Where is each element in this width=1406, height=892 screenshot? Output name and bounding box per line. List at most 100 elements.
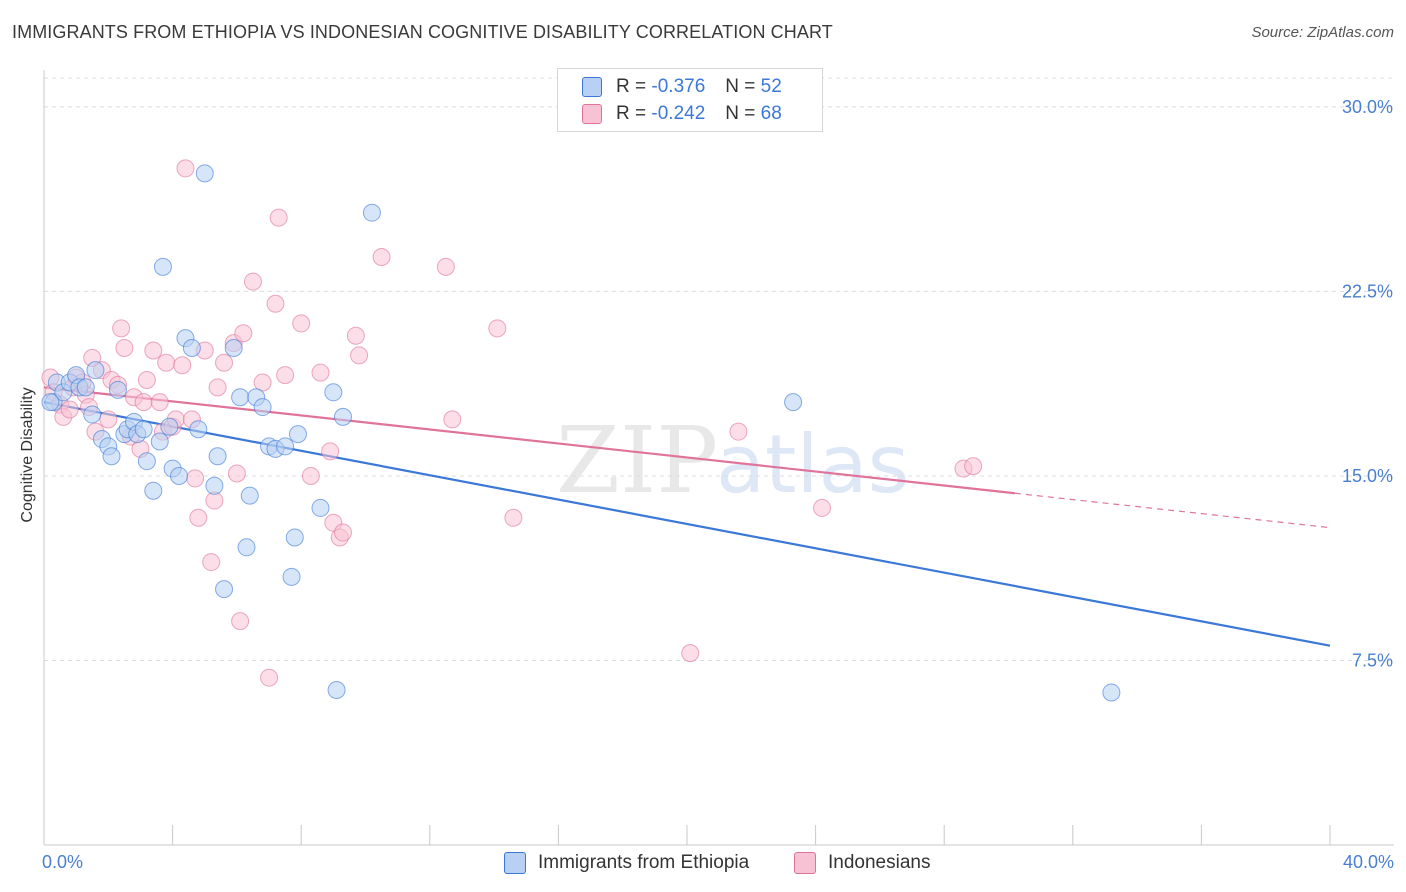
point-ethiopia [224, 339, 243, 358]
point-indonesians [150, 393, 169, 412]
point-ethiopia [282, 567, 301, 586]
point-indonesians [227, 464, 246, 483]
x-min-label: 0.0% [42, 852, 84, 872]
point-ethiopia [288, 425, 307, 444]
point-indonesians [321, 442, 340, 461]
point-ethiopia [108, 380, 127, 399]
bottom-legend-indonesians: Indonesians [794, 852, 930, 874]
y-tick-labels: 7.5% 15.0% 22.5% 30.0% [1342, 97, 1393, 671]
point-ethiopia [144, 481, 163, 500]
trend-lines [43, 386, 1331, 647]
point-ethiopia [285, 528, 304, 547]
point-indonesians [144, 341, 163, 360]
point-ethiopia [160, 417, 179, 436]
point-indonesians [208, 378, 227, 397]
y-axis-label: Cognitive Disability [19, 387, 36, 523]
point-ethiopia [253, 398, 272, 417]
bottom-legend-ethiopia: Immigrants from Ethiopia [504, 852, 749, 874]
point-ethiopia [205, 476, 224, 495]
point-ethiopia [153, 257, 172, 276]
point-ethiopia [784, 393, 803, 412]
n-label: N = [725, 103, 756, 124]
point-indonesians [186, 469, 205, 488]
n-label: N = [725, 76, 756, 97]
point-indonesians [243, 272, 262, 291]
y-tick-label: 7.5% [1352, 650, 1393, 670]
point-indonesians [436, 257, 455, 276]
bottom-swatch-pink [794, 852, 816, 874]
point-ethiopia [208, 447, 227, 466]
point-ethiopia [189, 420, 208, 439]
point-indonesians [112, 319, 131, 338]
point-ethiopia [134, 420, 153, 439]
watermark-zip: ZIP [556, 407, 718, 514]
chart-title: IMMIGRANTS FROM ETHIOPIA VS INDONESIAN C… [12, 22, 833, 42]
point-ethiopia [195, 164, 214, 183]
point-indonesians [292, 314, 311, 333]
point-ethiopia [150, 432, 169, 451]
gridlines [44, 77, 1394, 661]
y-tick-label: 30.0% [1342, 97, 1393, 117]
point-indonesians [350, 346, 369, 365]
trend-line [43, 401, 1331, 647]
point-ethiopia [362, 203, 381, 222]
data-points [41, 159, 1121, 702]
point-ethiopia [137, 452, 156, 471]
point-indonesians [134, 393, 153, 412]
legend-swatch-blue [582, 77, 602, 97]
point-indonesians [137, 371, 156, 389]
point-indonesians [231, 612, 250, 631]
point-indonesians [964, 457, 983, 476]
point-ethiopia [86, 361, 105, 380]
point-indonesians [372, 247, 391, 266]
point-ethiopia [215, 580, 234, 599]
point-ethiopia [237, 538, 256, 557]
point-indonesians [333, 523, 352, 542]
trend-line [43, 386, 1016, 495]
point-indonesians [189, 508, 208, 527]
point-indonesians [260, 668, 279, 687]
r-label: R = [616, 76, 647, 97]
bottom-legend-label: Immigrants from Ethiopia [538, 852, 750, 873]
point-indonesians [301, 466, 320, 485]
point-ethiopia [276, 437, 295, 456]
axes [43, 70, 1394, 846]
y-tick-label: 22.5% [1342, 281, 1393, 301]
point-indonesians [60, 400, 79, 419]
point-indonesians [346, 326, 365, 345]
point-indonesians [443, 410, 462, 429]
point-ethiopia [76, 378, 95, 397]
source-label: Source: ZipAtlas.com [1251, 24, 1394, 41]
point-indonesians [234, 324, 253, 343]
point-ethiopia [240, 486, 259, 505]
point-indonesians [202, 553, 221, 572]
point-ethiopia [327, 681, 346, 699]
point-ethiopia [102, 447, 121, 466]
x-max-label: 40.0% [1342, 852, 1394, 872]
point-indonesians [681, 644, 700, 663]
n-value: 68 [760, 103, 782, 124]
point-indonesians [115, 339, 134, 358]
stats-legend: R = -0.376 N = 52 R = -0.242 N = 68 [557, 68, 823, 132]
r-value: -0.242 [651, 103, 706, 124]
r-label: R = [616, 103, 647, 124]
point-indonesians [173, 356, 192, 375]
point-ethiopia [182, 339, 201, 358]
legend-row-ethiopia: R = -0.376 N = 52 [582, 75, 782, 99]
bottom-legend-label: Indonesians [828, 852, 931, 873]
point-indonesians [157, 353, 176, 372]
point-indonesians [269, 208, 288, 227]
point-ethiopia [170, 466, 189, 485]
bottom-swatch-blue [504, 852, 526, 874]
y-tick-label: 15.0% [1342, 466, 1393, 486]
point-indonesians [813, 498, 832, 517]
point-ethiopia [83, 405, 102, 424]
r-value: -0.376 [651, 76, 706, 97]
point-ethiopia [311, 498, 330, 517]
point-indonesians [488, 319, 507, 338]
point-ethiopia [324, 383, 343, 402]
point-indonesians [99, 410, 118, 429]
legend-row-indonesians: R = -0.242 N = 68 [582, 102, 782, 126]
